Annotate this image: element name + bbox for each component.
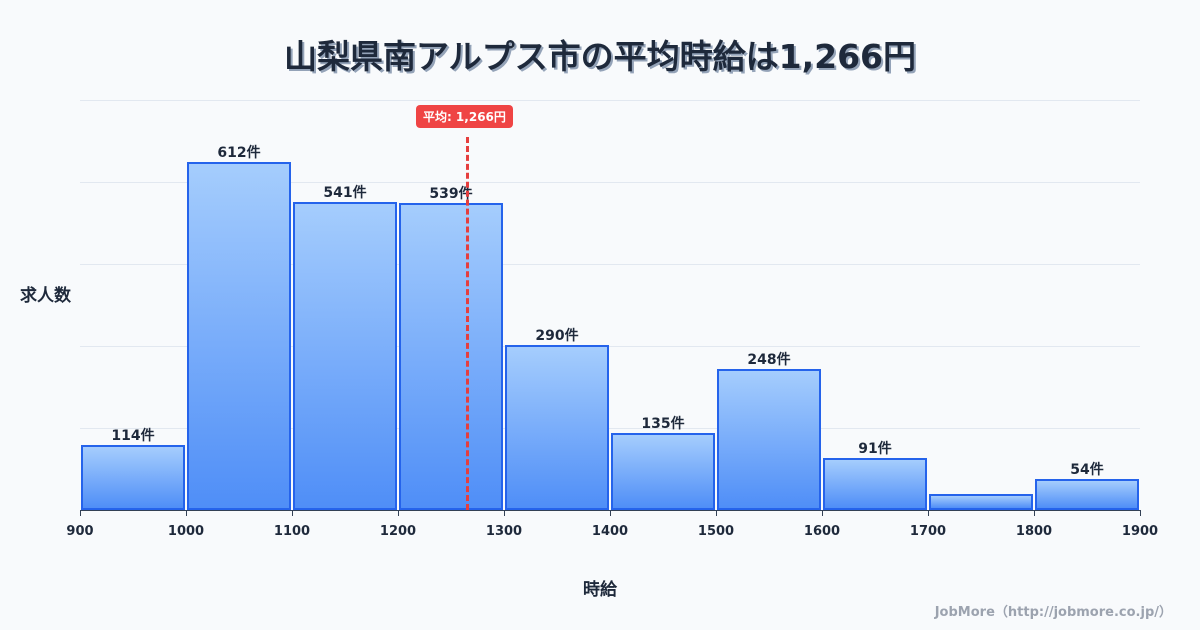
histogram-bar [505,344,609,510]
x-tick-label: 900 [66,524,94,539]
average-line [466,137,470,510]
gridline [80,346,1140,347]
bar-value-label: 54件 [1070,462,1104,479]
x-tick-label: 1900 [1121,524,1159,539]
histogram-bar [81,445,185,510]
x-tick [928,510,929,516]
bar-value-label: 539件 [429,186,473,203]
x-tick [1140,510,1141,516]
x-tick [292,510,293,516]
x-tick-label: 1700 [909,524,947,539]
chart-title: 山梨県南アルプス市の平均時給は1,266円 [283,37,917,76]
x-tick [398,510,399,516]
histogram-bar [929,494,1033,510]
x-tick-label: 1100 [273,524,311,539]
x-tick-label: 1000 [167,524,205,539]
y-axis-label: 求人数 [20,286,71,306]
x-tick-label: 1500 [697,524,735,539]
histogram-bar [399,203,503,510]
histogram-bar [1035,479,1139,510]
bar-value-label: 248件 [747,351,791,368]
x-tick [504,510,505,516]
x-tick [186,510,187,516]
source-credit: JobMore（http://jobmore.co.jp/） [934,605,1172,620]
histogram-bar [611,433,715,510]
average-badge: 平均: 1,266円 [415,105,513,128]
x-tick [716,510,717,516]
x-tick [80,510,81,516]
histogram-bar [823,458,927,510]
gridline [80,264,1140,265]
x-tick [822,510,823,516]
plot-area: 114件 612件 541件 539件 290件 135件 248件 91件 54件 [80,100,1141,516]
x-axis-label: 時給 [583,580,617,600]
x-tick-label: 1800 [1015,524,1053,539]
bar-value-label: 612件 [217,144,261,161]
x-tick-label: 1400 [591,524,629,539]
bar-value-label: 135件 [641,416,685,433]
histogram-bar [293,201,397,510]
x-tick-label: 1300 [485,524,523,539]
bar-value-label: 541件 [323,184,367,201]
bar-value-label: 91件 [858,441,892,458]
x-tick [1034,510,1035,516]
histogram-bar [187,161,291,510]
gridline [80,100,1140,101]
histogram-bar [717,368,821,510]
x-tick-label: 1600 [803,524,841,539]
bar-value-label: 114件 [111,428,155,445]
gridline [80,428,1140,429]
x-tick-label: 1200 [379,524,417,539]
bar-value-label: 290件 [535,327,579,344]
x-tick [610,510,611,516]
gridline [80,182,1140,183]
